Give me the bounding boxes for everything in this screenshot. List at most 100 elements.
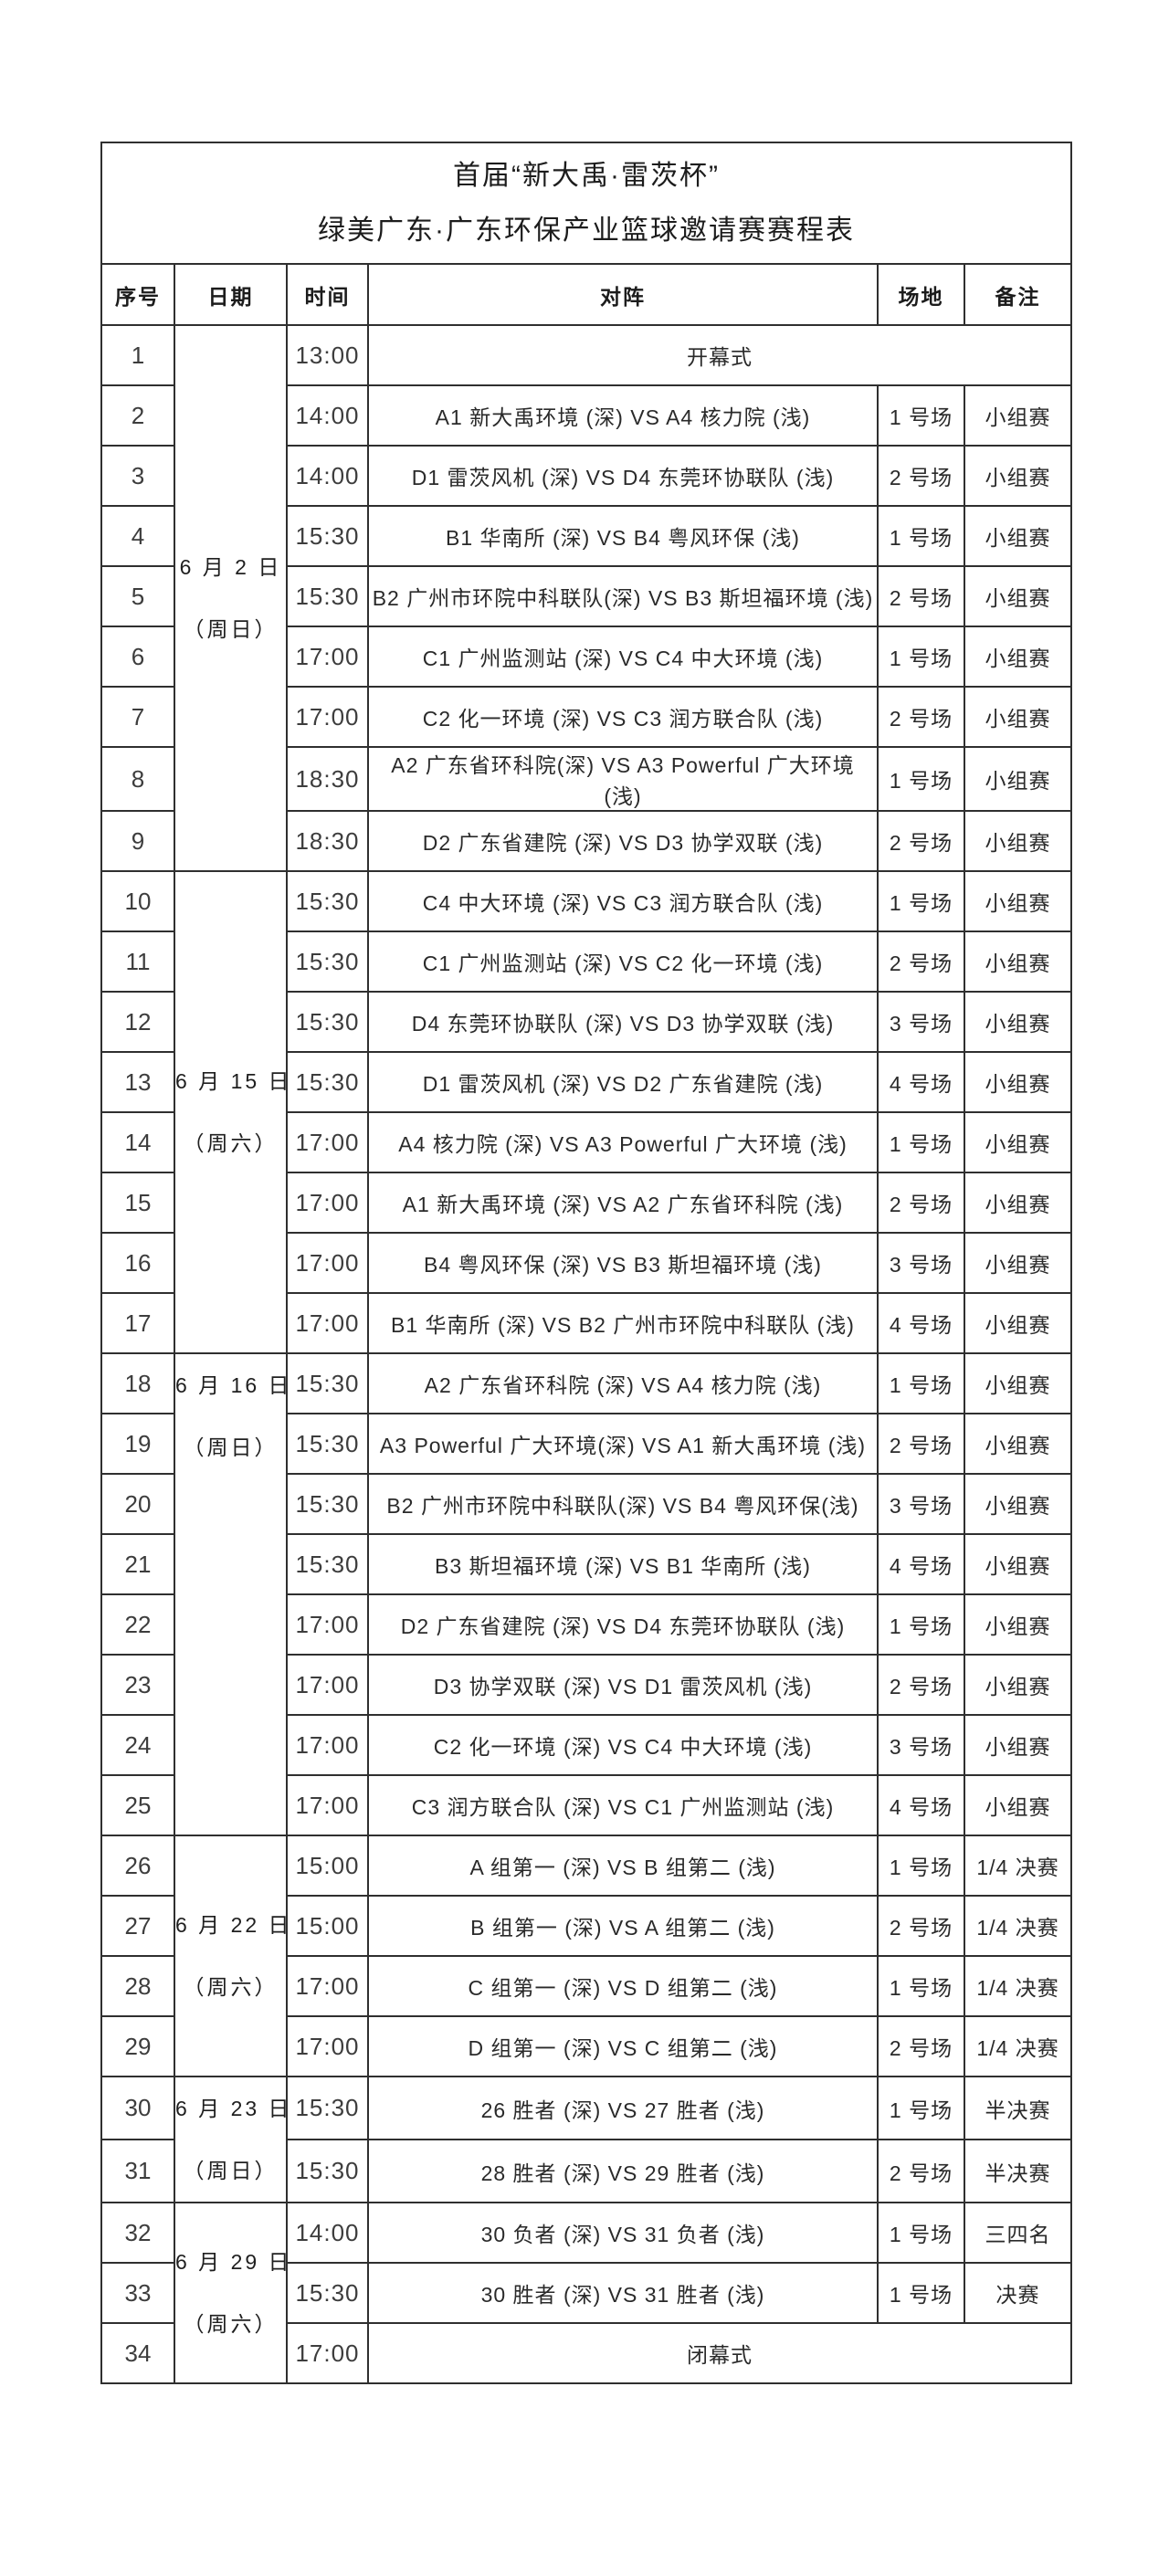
schedule-row-25: 25 17:00 C3 润方联合队 (深) VS C1 广州监测站 (浅) 4 号场小…	[100, 1774, 1073, 1836]
remark-cell: 小组赛	[963, 626, 1073, 688]
venue-cell: 1 号场	[877, 1352, 965, 1414]
venue-cell: 2 号场	[877, 565, 965, 627]
venue-cell: 1 号场	[877, 870, 965, 932]
remark-cell: 半决赛	[963, 2076, 1073, 2140]
time-cell: 13:00	[286, 324, 369, 386]
time-cell: 15:30	[286, 870, 369, 932]
remark-cell: 小组赛	[963, 565, 1073, 627]
schedule-row-11: 11 15:30 C1 广州监测站 (深) VS C2 化一环境 (浅) 2 号场 小组…	[100, 931, 1073, 993]
date-cell: 6 月 23 日 （周日）	[174, 2076, 288, 2203]
time-cell: 15:30	[286, 2076, 369, 2140]
remark-cell: 1/4 决赛	[963, 1895, 1073, 1957]
time-cell: 15:30	[286, 565, 369, 627]
time-cell: 15:30	[286, 931, 369, 993]
date-text: 6 月 16 日	[175, 1373, 287, 1397]
remark-cell: 小组赛	[963, 1292, 1073, 1354]
venue-cell: 2 号场	[877, 1654, 965, 1716]
venue-cell: 4 号场	[877, 1774, 965, 1836]
remark-cell: 小组赛	[963, 1774, 1073, 1836]
schedule-row-24: 24 17:00 C2 化一环境 (深) VS C4 中大环境 (浅) 3 号场 小组赛	[100, 1714, 1073, 1776]
seq-cell: 30	[100, 2076, 175, 2140]
time-cell: 15:30	[286, 1533, 369, 1595]
time-cell: 14:00	[286, 384, 369, 447]
remark-cell: 小组赛	[963, 1533, 1073, 1595]
seq-cell: 18	[100, 1352, 175, 1414]
remark-cell: 小组赛	[963, 870, 1073, 932]
remark-cell: 1/4 决赛	[963, 1955, 1073, 2017]
seq-cell: 32	[100, 2202, 175, 2264]
col-header-time: 时间	[286, 263, 369, 326]
date-cell: 6 月 16 日 （周日）	[174, 1352, 288, 1836]
weekday-text: （周日）	[183, 617, 279, 641]
seq-cell: 27	[100, 1895, 175, 1957]
matchup-cell: 30 胜者 (深) VS 31 胜者 (浅)	[367, 2262, 879, 2324]
seq-cell: 26	[100, 1835, 175, 1897]
seq-cell: 33	[100, 2262, 175, 2324]
schedule-row-23: 23 17:00 D3 协学双联 (深) VS D1 雷茨风机 (浅) 2 号场 小组赛	[100, 1654, 1073, 1716]
remark-cell: 1/4 决赛	[963, 1835, 1073, 1897]
matchup-cell: D3 协学双联 (深) VS D1 雷茨风机 (浅)	[367, 1654, 879, 1716]
remark-cell: 小组赛	[963, 1654, 1073, 1716]
seq-cell: 1	[100, 324, 175, 386]
seq-cell: 10	[100, 870, 175, 932]
seq-cell: 4	[100, 505, 175, 567]
schedule-row-30: 30 6 月 23 日 （周日） 15:30 26 胜者 (深) VS 27 胜者 (浅…	[100, 2076, 1073, 2203]
venue-cell: 2 号场	[877, 931, 965, 993]
remark-cell: 三四名	[963, 2202, 1073, 2264]
remark-cell: 1/4 决赛	[963, 2015, 1073, 2077]
schedule-row-6: 6 17:00 C1 广州监测站 (深) VS C4 中大环境 (浅) 1 号场 小组赛	[100, 626, 1073, 688]
seq-cell: 2	[100, 384, 175, 447]
seq-cell: 19	[100, 1413, 175, 1475]
schedule-row-18: 18 6 月 16 日（周日） 15:30 A2 广东省环科院 (深) VS A4 核…	[100, 1352, 1073, 1836]
time-cell: 18:30	[286, 810, 369, 872]
venue-cell: 4 号场	[877, 1051, 965, 1113]
matchup-cell: D 组第一 (深) VS C 组第二 (浅)	[367, 2015, 879, 2077]
schedule-row-33: 33 15:30 30 胜者 (深) VS 31 胜者 (浅) 1 号场 决赛	[100, 2262, 1073, 2324]
venue-cell: 1 号场	[877, 1835, 965, 1897]
time-cell: 17:00	[286, 2015, 369, 2077]
remark-cell: 小组赛	[963, 1111, 1073, 1173]
matchup-cell: D1 雷茨风机 (深) VS D2 广东省建院 (浅)	[367, 1051, 879, 1113]
venue-cell: 2 号场	[877, 1895, 965, 1957]
remark-cell: 小组赛	[963, 1172, 1073, 1234]
schedule-row-3: 3 14:00 D1 雷茨风机 (深) VS D4 东莞环协联队 (浅) 2 号场 小组…	[100, 445, 1073, 507]
remark-cell: 小组赛	[963, 1051, 1073, 1113]
schedule-row-9: 9 18:30 D2 广东省建院 (深) VS D3 协学双联 (浅) 2 号场 小组赛	[100, 810, 1073, 872]
remark-cell: 小组赛	[963, 991, 1073, 1053]
time-cell: 17:00	[286, 1111, 369, 1173]
matchup-cell: A2 广东省环科院 (深) VS A4 核力院 (浅)	[367, 1352, 879, 1414]
date-cell: 6 月 2 日 （周日）	[174, 324, 288, 872]
venue-cell: 3 号场	[877, 1714, 965, 1776]
schedule-row-13: 13 15:30 D1 雷茨风机 (深) VS D2 广东省建院 (浅) 4 号场 小组…	[100, 1051, 1073, 1113]
venue-cell: 1 号场	[877, 1111, 965, 1173]
remark-cell: 小组赛	[963, 1593, 1073, 1656]
venue-cell: 2 号场	[877, 445, 965, 507]
time-cell: 17:00	[286, 1232, 369, 1294]
remark-cell: 小组赛	[963, 384, 1073, 447]
matchup-cell: B2 广州市环院中科联队(深) VS B4 粤风环保(浅)	[367, 1473, 879, 1535]
schedule-row-10: 10 6 月 15 日（周六） 15:30 C4 中大环境 (深) VS C3 润方联…	[100, 870, 1073, 1354]
time-cell: 17:00	[286, 1714, 369, 1776]
time-cell: 15:00	[286, 1895, 369, 1957]
seq-cell: 7	[100, 686, 175, 748]
seq-cell: 34	[100, 2322, 175, 2384]
title-row: 首届“新大禹·雷茨杯” 绿美广东·广东环保产业篮球邀请赛赛程表	[100, 142, 1073, 265]
seq-cell: 20	[100, 1473, 175, 1535]
seq-cell: 31	[100, 2139, 175, 2203]
time-cell: 15:30	[286, 1051, 369, 1113]
venue-cell: 2 号场	[877, 1413, 965, 1475]
seq-cell: 17	[100, 1292, 175, 1354]
time-cell: 14:00	[286, 2202, 369, 2264]
col-header-date: 日期	[174, 263, 288, 326]
matchup-cell: A1 新大禹环境 (深) VS A2 广东省环科院 (浅)	[367, 1172, 879, 1234]
matchup-cell: C2 化一环境 (深) VS C4 中大环境 (浅)	[367, 1714, 879, 1776]
time-cell: 17:00	[286, 626, 369, 688]
seq-cell: 9	[100, 810, 175, 872]
schedule-row-8: 8 18:30 A2 广东省环科院(深) VS A3 Powerful 广大环境 (…	[100, 746, 1073, 812]
remark-cell: 小组赛	[963, 1232, 1073, 1294]
matchup-cell: B2 广州市环院中科联队(深) VS B3 斯坦福环境 (浅)	[367, 565, 879, 627]
time-cell: 14:00	[286, 445, 369, 507]
matchup-cell: B1 华南所 (深) VS B2 广州市环院中科联队 (浅)	[367, 1292, 879, 1354]
schedule-row-32: 32 6 月 29 日 （周六） 14:00 30 负者 (深) VS 31 负者 (浅…	[100, 2202, 1073, 2384]
schedule-row-14: 14 17:00 A4 核力院 (深) VS A3 Powerful 广大环境 (浅…	[100, 1111, 1073, 1173]
